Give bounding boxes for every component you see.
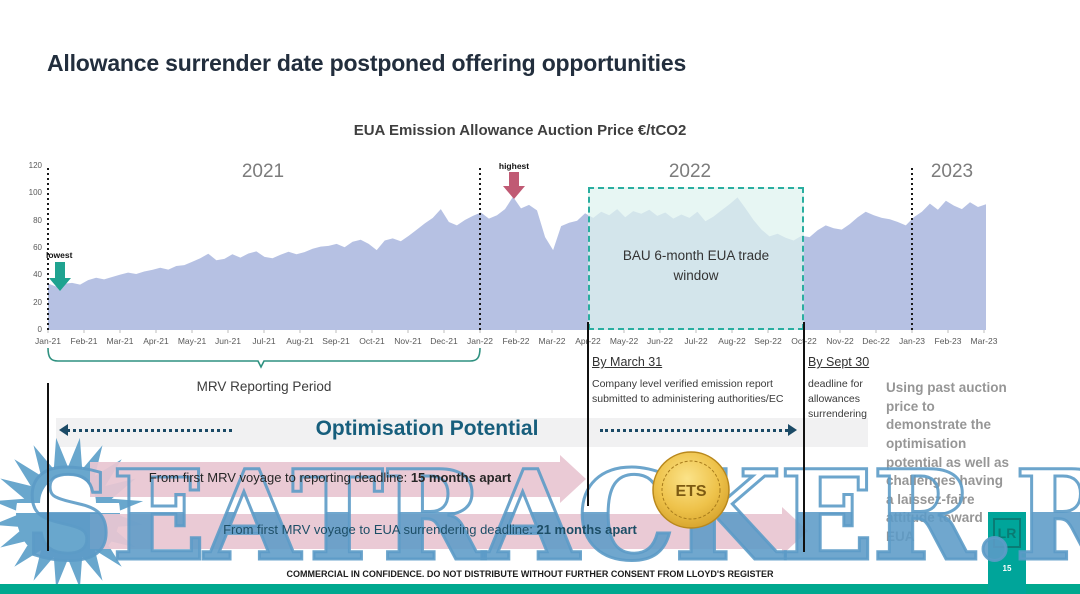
lowest-arrow-icon <box>49 262 71 291</box>
lr-logo-block: LR 15 <box>988 512 1026 594</box>
x-axis-label: Nov-21 <box>394 336 422 346</box>
y-axis-label: 20 <box>33 297 42 307</box>
mrv-reporting-period-label: MRV Reporting Period <box>196 379 332 394</box>
march-deadline-description: Company level verified emission report s… <box>592 378 784 406</box>
coin-label: ETS <box>675 483 706 500</box>
timeline-line-jan21 <box>47 383 49 551</box>
x-axis-label: Jan-21 <box>35 336 61 346</box>
x-axis-label: Jan-23 <box>899 336 925 346</box>
y-axis-label: 40 <box>33 270 42 280</box>
mrv-to-reporting-arrow <box>90 455 586 503</box>
x-axis-label: Jun-22 <box>647 336 673 346</box>
x-axis-label: Mar-21 <box>106 336 134 346</box>
y-axis-label: 100 <box>28 188 42 198</box>
march-deadline-title: By March 31 <box>592 355 663 369</box>
arrow1-prefix: From first MRV voyage to reporting deadl… <box>148 470 411 485</box>
highest-arrow-icon <box>503 172 525 199</box>
sidebar-note: Using past auction price to demonstrate … <box>886 380 1010 544</box>
x-axis-label: Jul-21 <box>252 336 276 346</box>
mrv-period-bracket <box>47 347 481 369</box>
dotted-arrow-right-icon <box>600 424 797 436</box>
lowest-annotation-label: lowest <box>46 250 73 260</box>
bau-trade-window-label: BAU 6-month EUA trade window <box>622 248 770 283</box>
sun-white-stripe <box>16 503 120 513</box>
x-axis-label: Jan-22 <box>467 336 493 346</box>
page-number: 15 <box>1002 564 1012 573</box>
year-label-2021: 2021 <box>241 161 285 182</box>
x-axis-label: Feb-23 <box>934 336 962 346</box>
timeline-line-apr22 <box>587 322 589 506</box>
arrow1-duration: 15 months apart <box>410 470 512 485</box>
x-axis-label: Feb-21 <box>70 336 98 346</box>
x-axis-label: Oct-21 <box>359 336 385 346</box>
x-axis-label: Mar-22 <box>538 336 566 346</box>
x-axis-label: Jun-21 <box>215 336 241 346</box>
y-axis-label: 120 <box>28 161 42 170</box>
x-axis-label: Apr-21 <box>143 336 169 346</box>
y-axis-label: 0 <box>37 325 42 334</box>
y-axis-label: 80 <box>33 215 42 225</box>
x-axis-label: Dec-21 <box>430 336 458 346</box>
x-axis-label: Aug-21 <box>286 336 314 346</box>
chart-title: EUA Emission Allowance Auction Price €/t… <box>353 122 687 139</box>
bau-trade-window-box <box>588 187 804 330</box>
optimisation-band <box>56 418 868 447</box>
year-divider-lines <box>47 168 913 330</box>
mrv-to-surrender-arrow-text: From first MRV voyage to EUA surrenderin… <box>130 522 730 537</box>
dotted-arrow-left-icon <box>59 424 232 436</box>
x-axis-label: Dec-22 <box>862 336 890 346</box>
y-axis-label: 60 <box>33 243 42 252</box>
x-axis-label: Aug-22 <box>718 336 746 346</box>
sept-deadline-description: deadline for allowances surrendering <box>808 378 867 421</box>
x-axis-label: Sep-22 <box>754 336 782 346</box>
page-title: Allowance surrender date postponed offer… <box>47 50 687 76</box>
x-axis-label: May-21 <box>177 336 207 346</box>
year-label-2022: 2022 <box>668 161 712 182</box>
arrow-head-icon <box>560 455 586 503</box>
x-axis-label: Mar-23 <box>970 336 998 346</box>
x-axis-label: May-22 <box>609 336 639 346</box>
x-axis-label: Jul-22 <box>684 336 708 346</box>
year-label-2023: 2023 <box>930 161 974 182</box>
x-axis-label: Sep-21 <box>322 336 350 346</box>
mrv-to-reporting-arrow-text: From first MRV voyage to reporting deadl… <box>110 470 550 485</box>
lr-logo-icon: LR <box>993 518 1021 548</box>
ets-coin-icon: ETS <box>652 451 730 529</box>
arrow2-duration: 21 months apart <box>536 522 637 537</box>
arrow2-prefix: From first MRV voyage to EUA surrenderin… <box>223 522 537 537</box>
timeline-line-oct22 <box>803 322 805 552</box>
confidentiality-notice: COMMERCIAL IN CONFIDENCE. DO NOT DISTRIB… <box>286 569 774 579</box>
footer-accent-bar <box>0 584 1080 594</box>
optimisation-potential-label: Optimisation Potential <box>315 417 539 440</box>
x-axis-label: Feb-22 <box>502 336 530 346</box>
sept-deadline-title: By Sept 30 <box>808 355 870 369</box>
sun-dome-icon <box>40 475 96 503</box>
highest-annotation-label: highest <box>498 161 530 171</box>
x-axis-label: Nov-22 <box>826 336 854 346</box>
